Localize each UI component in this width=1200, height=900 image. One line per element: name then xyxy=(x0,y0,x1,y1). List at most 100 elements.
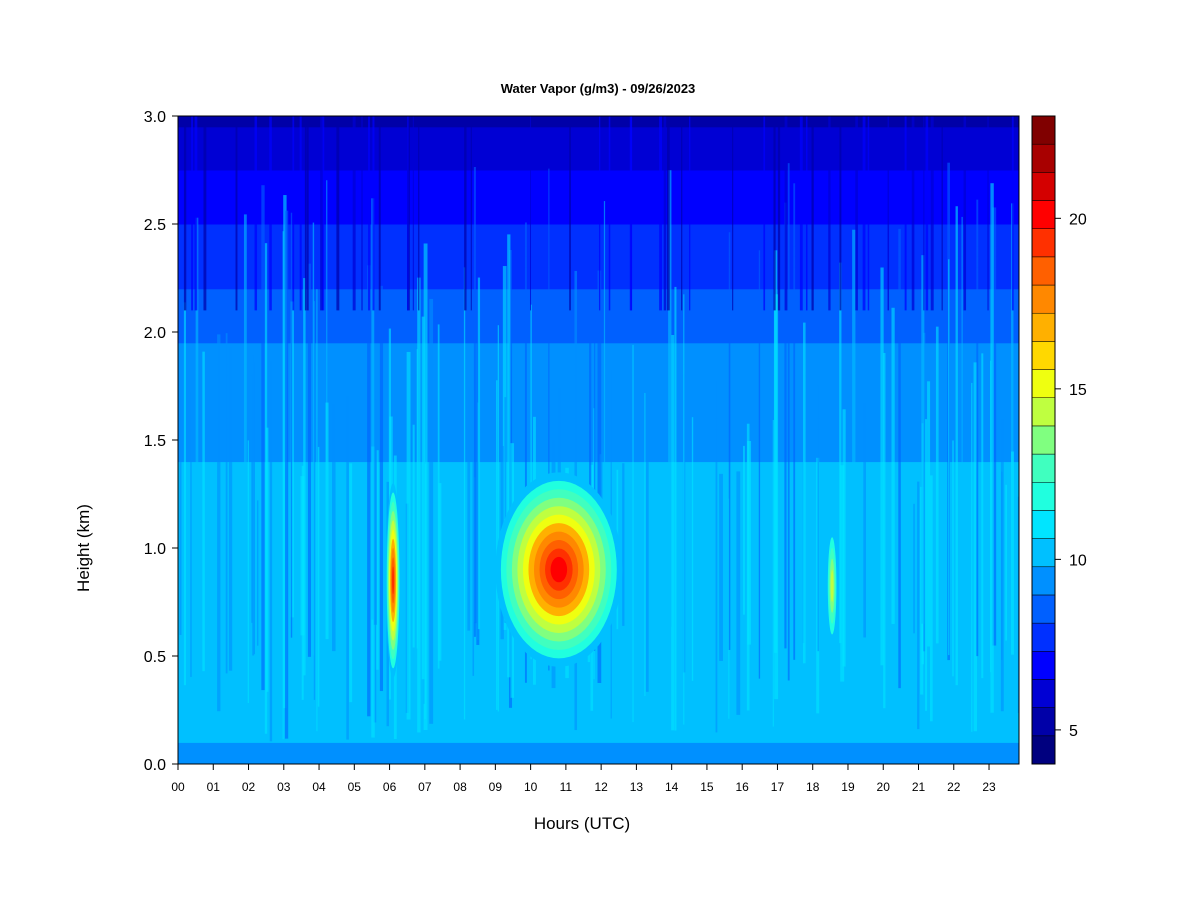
texture-streak xyxy=(839,116,842,311)
texture-streak xyxy=(217,334,221,712)
heat-band xyxy=(178,170,1019,182)
colorbar-swatch xyxy=(1031,284,1056,314)
texture-streak xyxy=(477,277,481,630)
colorbar-swatch xyxy=(1031,538,1056,568)
texture-streak xyxy=(421,316,425,680)
texture-streak xyxy=(992,207,997,646)
texture-streak xyxy=(840,465,845,682)
texture-streak xyxy=(589,342,592,621)
texture-streak xyxy=(773,250,778,653)
heat-band xyxy=(178,126,1019,139)
texture-streak xyxy=(326,180,328,617)
texture-streak xyxy=(728,232,731,650)
heat-band xyxy=(178,234,1019,247)
moisture-features xyxy=(386,472,838,678)
x-tick-label: 19 xyxy=(841,780,855,794)
texture-streak xyxy=(195,217,199,634)
colorbar-swatch xyxy=(1031,200,1056,229)
texture-streak xyxy=(603,201,606,667)
colorbar-swatch xyxy=(1031,594,1056,624)
texture-streak xyxy=(715,380,718,733)
y-tick-label: 0.0 xyxy=(144,757,166,774)
texture-streak xyxy=(777,116,781,311)
texture-streak xyxy=(758,250,761,679)
texture-streak xyxy=(423,243,428,730)
texture-streak xyxy=(379,285,384,692)
heat-band xyxy=(178,224,1019,236)
heat-band xyxy=(178,191,1019,203)
colorbar-swatch xyxy=(1031,566,1056,596)
texture-streak xyxy=(372,116,375,311)
texture-streak xyxy=(303,278,306,676)
texture-streak xyxy=(608,116,611,311)
texture-streak xyxy=(773,116,776,311)
texture-streak xyxy=(467,387,471,631)
texture-streak xyxy=(867,116,870,311)
texture-streak xyxy=(671,334,675,731)
texture-streak xyxy=(438,483,442,661)
texture-streak xyxy=(935,326,939,644)
texture-streak xyxy=(529,116,532,311)
texture-streak xyxy=(990,360,992,673)
x-tick-label: 21 xyxy=(912,780,926,794)
texture-streak xyxy=(803,322,806,664)
texture-streak xyxy=(253,362,255,655)
texture-streak xyxy=(952,440,954,677)
y-axis: 0.0 0.5 1.0 1.5 2.0 2.5 3.0 xyxy=(144,109,178,774)
colorbar-swatch xyxy=(1031,115,1056,145)
texture-streak xyxy=(429,298,434,724)
texture-streak xyxy=(1001,471,1003,660)
texture-streak xyxy=(235,116,238,311)
colorbar-swatch xyxy=(1031,341,1056,370)
texture-streak xyxy=(416,349,418,649)
texture-streak xyxy=(793,183,796,660)
x-axis: 00 01 02 03 04 05 06 07 08 09 10 11 12 13 14 15 16 17 18 19… xyxy=(171,764,996,794)
texture-streak xyxy=(817,385,820,652)
texture-streak xyxy=(904,116,907,311)
colorbar-swatch xyxy=(1031,397,1056,427)
texture-streak xyxy=(367,265,371,717)
colorbar: 5 10 15 20 xyxy=(1031,115,1087,765)
texture-streak xyxy=(407,116,409,311)
texture-streak xyxy=(473,167,476,637)
texture-streak xyxy=(530,304,532,660)
texture-streak xyxy=(987,116,989,311)
texture-streak xyxy=(681,116,683,311)
texture-streak xyxy=(417,277,421,733)
texture-streak xyxy=(961,216,963,617)
x-tick-label: 18 xyxy=(806,780,820,794)
x-tick-label: 03 xyxy=(277,780,291,794)
x-tick-label: 10 xyxy=(524,780,538,794)
texture-streak xyxy=(667,116,670,311)
texture-streak xyxy=(228,347,233,671)
texture-streak xyxy=(320,116,323,311)
texture-streak xyxy=(632,344,634,723)
x-tick-label: 15 xyxy=(700,780,714,794)
texture-streak xyxy=(336,116,340,311)
heat-band xyxy=(178,148,1019,160)
texture-streak xyxy=(812,116,814,311)
colorbar-tick-label: 5 xyxy=(1069,723,1078,740)
texture-streak xyxy=(597,270,602,683)
x-tick-label: 11 xyxy=(560,780,573,794)
y-axis-label: Height (km) xyxy=(74,504,93,592)
texture-streak xyxy=(976,199,979,657)
texture-streak xyxy=(283,195,287,709)
texture-streak xyxy=(644,392,646,697)
texture-streak xyxy=(784,116,788,311)
heat-band xyxy=(178,137,1019,149)
colorbar-tick-label: 20 xyxy=(1069,211,1087,228)
colorbar-swatch xyxy=(1031,228,1056,258)
texture-streak xyxy=(321,116,325,311)
texture-streak xyxy=(412,116,414,311)
colorbar-swatch xyxy=(1031,622,1056,652)
texture-streak xyxy=(784,202,787,649)
texture-streak xyxy=(973,362,977,732)
texture-streak xyxy=(630,116,633,311)
texture-streak xyxy=(645,461,649,692)
texture-streak xyxy=(963,116,967,311)
texture-streak xyxy=(799,116,803,311)
x-tick-label: 17 xyxy=(771,780,785,794)
texture-streak xyxy=(203,116,207,311)
